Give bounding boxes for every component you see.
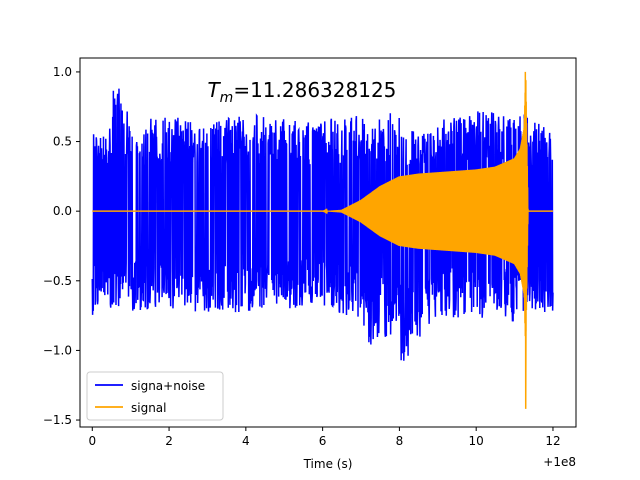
y-tick-label: −1.5 [43,413,72,427]
annotation-subscript: m [220,90,234,106]
merger-time-annotation: Tm=11.286328125 [207,78,396,106]
annotation-value: =11.286328125 [233,78,396,102]
series-line-signa-noise [91,88,554,361]
x-tick-label: 8 [396,434,404,448]
annotation-prefix: T [207,78,221,102]
x-tick-label: 6 [319,434,327,448]
y-tick-label: −0.5 [43,274,72,288]
y-tick-label: 0.5 [53,135,72,149]
series-layer [91,71,554,409]
x-offset-label: +1e8 [543,455,576,469]
plot-frame [79,57,577,428]
legend: signa+noise signal [86,371,224,421]
legend-label-signal: signal [131,401,167,415]
series-line-signal [92,71,553,409]
x-tick-label: 4 [242,434,250,448]
y-tick-label: 0.0 [53,204,72,218]
x-axis-label: Time (s) [303,457,353,471]
y-axis: −1.5 −1.0 −0.5 0.0 0.5 1.0 [43,65,80,427]
x-tick-label: 0 [88,434,96,448]
x-axis: 0 2 4 6 8 10 12 [88,427,561,448]
legend-box [86,371,224,421]
x-tick-label: 10 [469,434,484,448]
y-tick-label: −1.0 [43,343,72,357]
x-tick-label: 12 [545,434,560,448]
y-tick-label: 1.0 [53,65,72,79]
x-tick-label: 2 [165,434,173,448]
legend-label-signa-noise: signa+noise [131,379,205,393]
